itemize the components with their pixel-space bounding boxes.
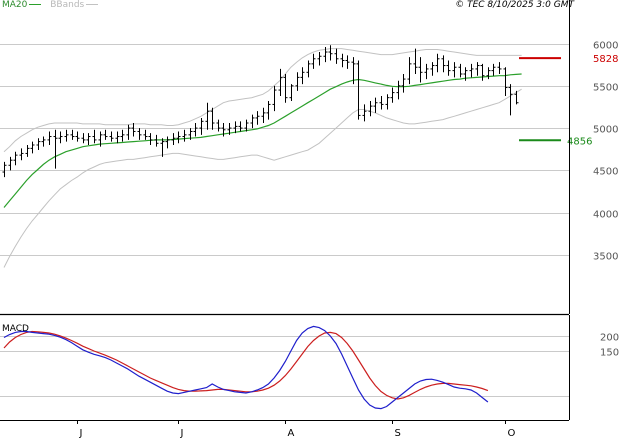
ma20-legend-label: MA20: [2, 0, 28, 10]
price-tick-label: 5000: [593, 125, 618, 136]
macd-panel: MACD 200 150: [0, 324, 619, 410]
macd-line: [3, 325, 489, 410]
bollinger-upper-band: [3, 48, 522, 153]
price-axis-ticks: 3500 4000 4500 5000 5500 6000: [593, 41, 618, 263]
bbands-legend-swatch: [86, 4, 99, 5]
ma20-line-path: [3, 73, 522, 208]
macd-tick-label: 200: [600, 333, 619, 344]
support-label: 4856: [567, 136, 592, 147]
x-tick-label: O: [508, 428, 516, 439]
x-tick-label: S: [395, 428, 401, 439]
x-tick-label: J: [180, 428, 184, 439]
ma20-legend-swatch: [29, 4, 42, 5]
macd-signal-line: [3, 330, 489, 400]
x-tick-label: A: [288, 428, 295, 439]
price-tick-label: 4500: [593, 167, 618, 178]
price-bars: [2, 45, 519, 178]
bollinger-lower-band: [3, 88, 522, 268]
price-levels: 5828 4856: [519, 54, 618, 147]
bbands-legend-label: BBands: [50, 0, 85, 10]
ma20-line: [3, 73, 522, 208]
price-tick-label: 4000: [593, 210, 618, 221]
macd-title: MACD: [2, 324, 29, 334]
bollinger-upper-line: [3, 48, 522, 153]
price-tick-label: 5500: [593, 83, 618, 94]
macd-tick-label: 150: [600, 348, 619, 359]
copyright-timestamp: © TEC 8/10/2025 3:0 GMT: [455, 0, 574, 10]
price-grid: [0, 44, 569, 256]
x-tick-label: J: [79, 428, 83, 439]
price-tick-label: 3500: [593, 252, 618, 263]
bollinger-lower-line: [3, 88, 522, 268]
price-tick-label: 6000: [593, 41, 618, 52]
chart-legend: MA20 BBands: [2, 0, 99, 11]
resistance-label: 5828: [593, 54, 618, 65]
